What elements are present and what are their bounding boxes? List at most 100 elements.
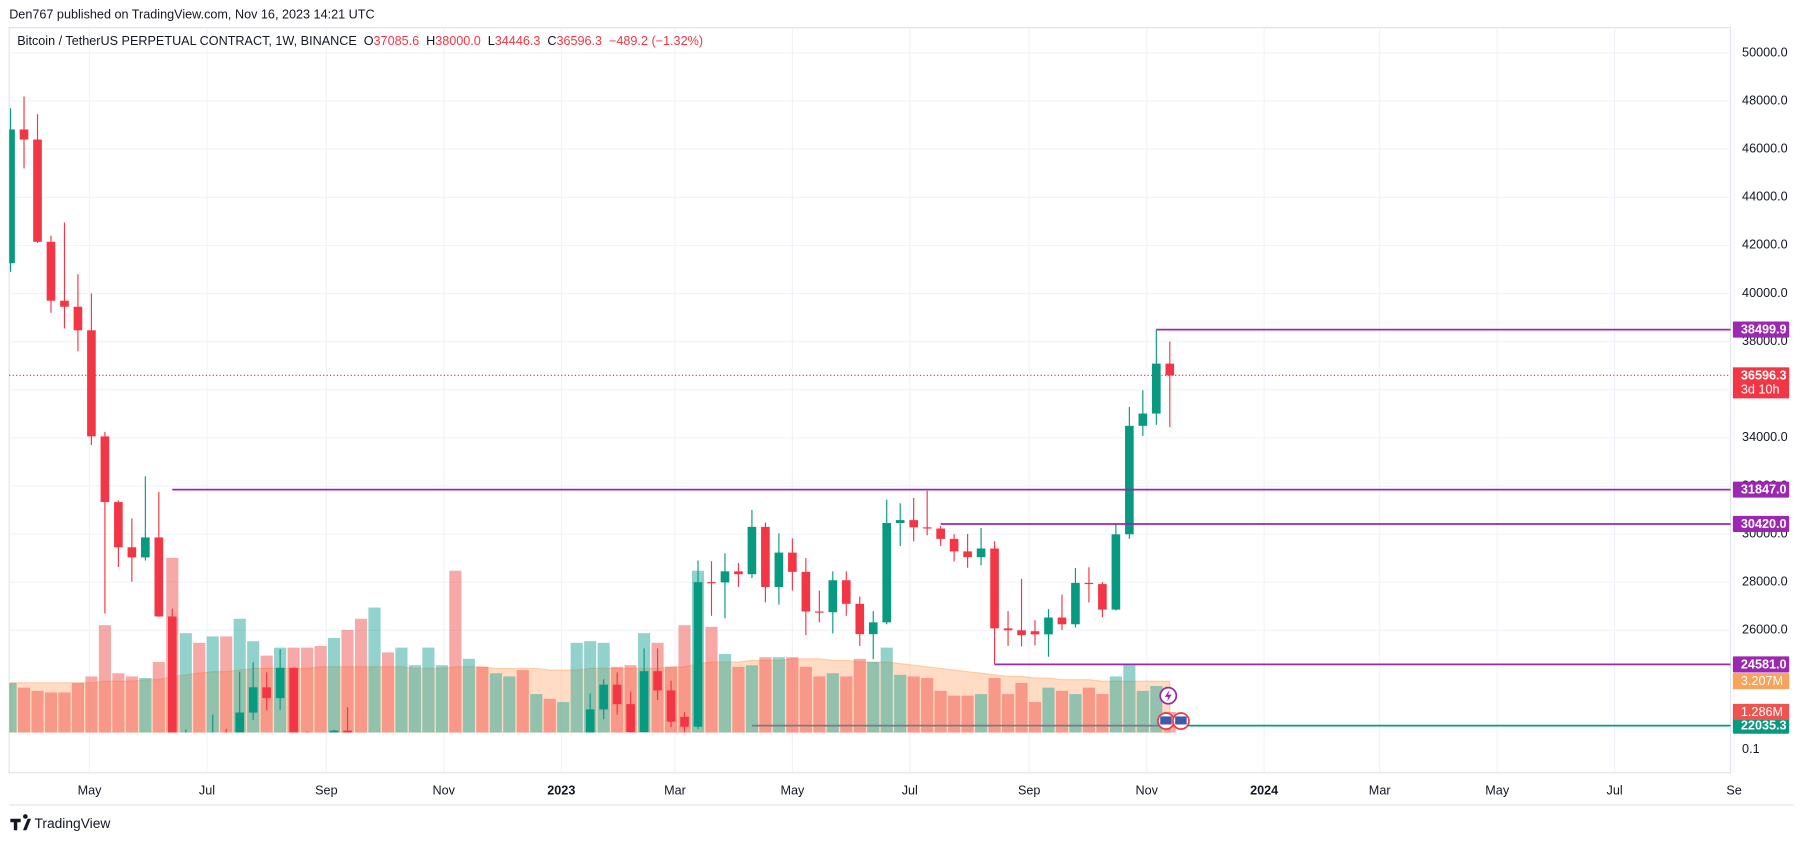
candle-body (1084, 582, 1094, 585)
x-tick-label: 2023 (547, 784, 575, 798)
volume-bar (678, 625, 691, 733)
volume-bar (1109, 676, 1122, 733)
volume-bar (476, 666, 489, 733)
logo (10, 814, 32, 831)
candle-body (599, 684, 608, 710)
candle-body (815, 611, 824, 613)
volume-bar (449, 570, 462, 733)
level-label: 22035.3 (1741, 719, 1787, 733)
candle-body (1098, 584, 1107, 610)
volume-bar (381, 652, 395, 733)
candle-body (734, 571, 743, 575)
y-tick-label: 44000.0 (1742, 190, 1788, 204)
volume-bar (570, 642, 583, 733)
candle-body (990, 548, 999, 629)
candle-body (653, 671, 662, 691)
header: Den767 published on TradingView.com, Nov… (9, 7, 374, 21)
volume-bar (759, 657, 772, 733)
volume-bar (1096, 694, 1109, 733)
event-icons (1157, 686, 1190, 730)
candle-body (329, 730, 339, 733)
x-tick-label: May (1485, 784, 1510, 798)
candle-body (841, 580, 851, 604)
candle-body (127, 547, 137, 558)
volume-bar (516, 670, 529, 733)
volume-label: 1.286M (1741, 705, 1783, 719)
candle-body (666, 690, 676, 722)
candle-body (167, 616, 177, 733)
volume-bar (435, 665, 448, 733)
y-tick-label: 34000.0 (1742, 430, 1788, 444)
x-tick-label: Nov (1136, 784, 1159, 798)
candle-body (963, 551, 972, 558)
countdown: 3d 10h (1741, 383, 1780, 397)
x-tick-label: Jul (1607, 784, 1623, 798)
candle-body (1044, 617, 1053, 635)
volume-bar (1069, 694, 1082, 733)
volume-bar (772, 657, 785, 733)
volume-bar (1136, 690, 1149, 733)
y-tick-label: 26000.0 (1742, 623, 1788, 637)
legend: Bitcoin / TetherUS PERPETUAL CONTRACT, 1… (17, 34, 357, 48)
levels (9, 328, 1731, 727)
candle-body (114, 502, 123, 548)
candle-body (1111, 534, 1121, 610)
x-tick-label: 2024 (1250, 784, 1278, 798)
volume-bar (921, 678, 934, 733)
candle-body (976, 548, 986, 558)
volume-bar (1042, 687, 1055, 733)
x-tick-label: Sep (1018, 784, 1040, 798)
volume-bar (341, 629, 354, 733)
candle-body (895, 520, 905, 523)
volume-bar (327, 638, 341, 733)
event-icon (1164, 689, 1172, 702)
volume-ma-label-bg (1732, 673, 1790, 690)
candle-body (9, 129, 15, 264)
legend-item: 38000.0 (435, 34, 481, 48)
candle-body (343, 730, 352, 733)
x-tick-label: May (780, 784, 805, 798)
legend-item: C (547, 34, 556, 48)
candle-body (1165, 363, 1175, 376)
y-tick-label: 50000.0 (1742, 45, 1788, 59)
volume-bar (31, 690, 44, 733)
candle-body (141, 537, 150, 558)
x-tick-label: Nov (433, 784, 456, 798)
level-label-bg (1732, 515, 1790, 533)
volume-bar (152, 662, 165, 733)
volume-bar (799, 666, 812, 733)
x-tick-label: May (78, 784, 103, 798)
x-tick-label: Mar (664, 784, 686, 798)
candle-body (19, 129, 29, 140)
level-label-bg (1732, 717, 1790, 734)
candle-body (1138, 413, 1148, 426)
candle-body (100, 436, 110, 503)
volume-bar (71, 682, 85, 733)
volume-bar (530, 694, 543, 733)
volume-bar (354, 618, 368, 733)
legend-item: 37085.6 (374, 34, 420, 48)
level-label: 38499.9 (1741, 323, 1787, 337)
volume-ma-label: 3.207M (1741, 674, 1783, 688)
level-label-bg (1732, 656, 1790, 673)
volume-bar (1028, 702, 1042, 733)
legend-item: 36596.3 (556, 34, 602, 48)
volume-bar (408, 665, 422, 733)
volume-bar (179, 633, 192, 733)
candle-body (909, 520, 919, 528)
event-icon (1175, 716, 1187, 725)
candle-body (868, 622, 878, 635)
volume-bar (745, 665, 758, 733)
volume-bar (813, 676, 826, 733)
candle-body (1125, 425, 1134, 535)
y-tick-label: 40000.0 (1742, 286, 1788, 300)
volume-bar (988, 678, 1001, 733)
volume-bar (705, 626, 718, 733)
candle-body (262, 687, 271, 699)
volume-bar (975, 694, 988, 733)
volume-bar (934, 690, 947, 733)
candle-body (585, 709, 595, 733)
candle-body (1030, 631, 1040, 635)
level-label: 30420.0 (1741, 517, 1787, 531)
legend-item: 34446.3 (495, 34, 541, 48)
